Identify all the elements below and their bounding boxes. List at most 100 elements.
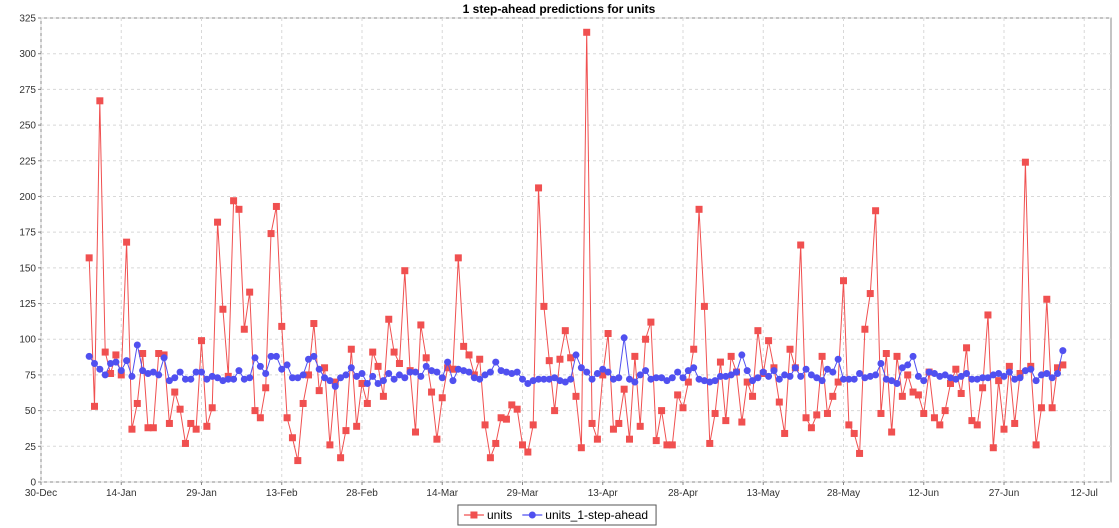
x-tick-label: 14-Jan (106, 488, 137, 499)
data-point (438, 374, 446, 382)
data-point (872, 207, 880, 215)
data-point (519, 375, 526, 383)
data-point (508, 401, 516, 409)
data-point (663, 441, 671, 449)
data-point (535, 184, 543, 192)
data-point (952, 365, 960, 373)
data-point (706, 378, 714, 386)
data-point (888, 428, 896, 436)
data-point (930, 414, 938, 422)
data-point (246, 288, 254, 296)
data-point (626, 435, 633, 443)
data-point (684, 378, 692, 386)
data-point (342, 371, 350, 379)
data-point (256, 414, 264, 422)
data-point (155, 371, 163, 379)
data-point (433, 435, 441, 443)
data-point (513, 405, 521, 413)
data-point (716, 358, 724, 366)
data-point (551, 407, 559, 415)
data-point (877, 409, 885, 417)
data-point (112, 351, 120, 359)
data-point (149, 368, 157, 376)
data-point (133, 341, 141, 349)
data-point (658, 407, 666, 415)
data-point (513, 368, 521, 376)
data-point (347, 364, 355, 372)
data-point (390, 375, 398, 383)
data-point (107, 369, 115, 377)
data-point (101, 371, 109, 379)
data-point (963, 369, 971, 377)
data-point (631, 352, 639, 360)
data-point (706, 439, 714, 447)
y-tick-label: 300 (19, 49, 36, 60)
data-point (385, 315, 393, 323)
data-point (679, 404, 687, 412)
data-point (262, 384, 270, 392)
data-point (240, 325, 248, 333)
data-point (995, 377, 1003, 385)
data-point (823, 409, 831, 417)
data-point (1016, 369, 1024, 377)
data-point (422, 354, 430, 362)
data-point (272, 202, 280, 210)
data-point (465, 351, 473, 359)
data-point (727, 371, 735, 379)
data-point (690, 364, 698, 372)
data-point (519, 441, 526, 449)
data-point (626, 375, 633, 383)
data-point (417, 321, 425, 329)
data-point (631, 378, 639, 386)
data-point (973, 375, 981, 383)
data-point (401, 374, 409, 382)
data-point (449, 377, 457, 385)
data-point (85, 254, 93, 262)
data-point (235, 205, 243, 213)
data-point (615, 374, 623, 382)
data-point (470, 374, 478, 382)
data-point (449, 365, 457, 373)
data-point (203, 422, 211, 430)
data-point (278, 365, 286, 373)
x-tick-label: 28-May (827, 488, 860, 499)
data-point (577, 444, 585, 452)
data-point (315, 387, 323, 395)
data-point (353, 372, 361, 380)
data-point (176, 405, 184, 413)
data-point (1059, 361, 1067, 369)
data-point (481, 371, 489, 379)
data-point (690, 345, 698, 353)
data-point (577, 364, 585, 372)
data-point (556, 377, 564, 385)
y-tick-label: 25 (25, 442, 37, 453)
data-point (583, 368, 591, 376)
data-point (267, 230, 275, 238)
data-point (861, 374, 869, 382)
data-point (251, 354, 259, 362)
x-tick-label: 12-Jun (908, 488, 939, 499)
data-point (321, 374, 329, 382)
data-point (652, 374, 660, 382)
data-point (604, 368, 612, 376)
legend-circle-marker (528, 511, 536, 519)
data-point (203, 375, 211, 383)
data-point (1054, 364, 1061, 372)
data-point (165, 377, 173, 385)
data-point (909, 352, 917, 360)
data-point (877, 360, 885, 368)
data-point (561, 378, 569, 386)
data-point (342, 427, 350, 435)
data-point (620, 334, 628, 342)
y-tick-label: 0 (30, 478, 36, 489)
data-point (807, 371, 815, 379)
data-point (278, 322, 286, 330)
data-point (235, 367, 243, 375)
data-point (123, 238, 131, 246)
data-point (337, 454, 345, 462)
data-point (214, 374, 222, 382)
data-point (497, 414, 505, 422)
data-point (593, 435, 601, 443)
data-point (599, 371, 607, 379)
data-point (454, 365, 462, 373)
